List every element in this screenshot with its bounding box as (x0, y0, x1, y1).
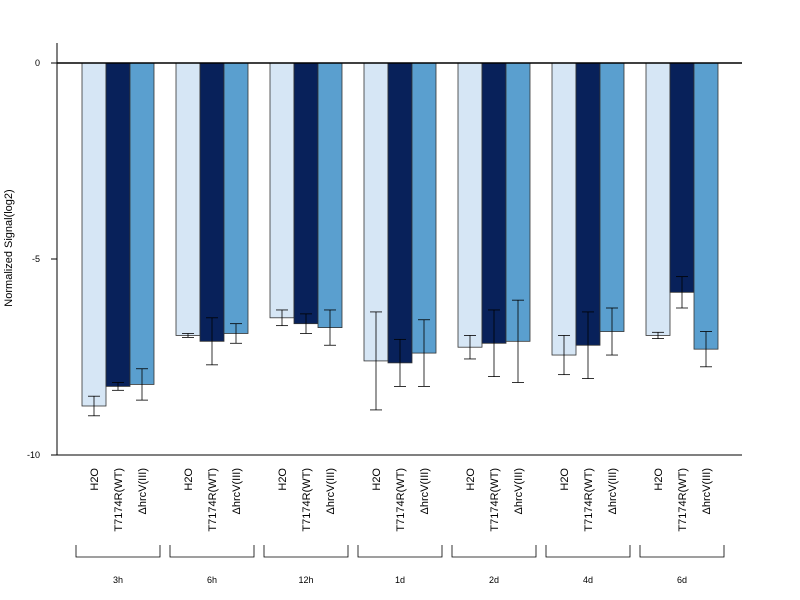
bar (669, 62, 695, 293)
y-ticks: 0 -5 -10 (27, 58, 57, 460)
group-bracket (639, 545, 725, 558)
bar (457, 62, 483, 348)
bar (599, 62, 625, 332)
group-brackets: 3h 6h 12h 1d 2d 4d 6d (75, 545, 725, 585)
bar (175, 62, 201, 336)
bar-label: T7174R(WT) (207, 468, 219, 532)
bar-label: ΔhrcV(III) (607, 468, 619, 514)
bar (411, 62, 437, 354)
bar (645, 62, 671, 336)
group-label: 1d (395, 575, 405, 585)
y-axis-label: Normalized Signal(log2) (3, 189, 15, 306)
bar (693, 62, 719, 350)
bar (575, 62, 601, 346)
bar (505, 62, 531, 342)
bar-label: H2O (653, 468, 665, 491)
group-bracket (263, 545, 349, 558)
bar-label: T7174R(WT) (677, 468, 689, 532)
bar-label: ΔhrcV(III) (513, 468, 525, 514)
group-bracket (545, 545, 631, 558)
group-bracket (357, 545, 443, 558)
bar (293, 62, 319, 325)
bar-label: H2O (465, 468, 477, 491)
bar (387, 62, 413, 364)
bar (199, 62, 225, 342)
bar-label: T7174R(WT) (395, 468, 407, 532)
group-label: 4d (583, 575, 593, 585)
bar (81, 62, 107, 407)
bar-label: H2O (371, 468, 383, 491)
y-tick-label: -5 (32, 254, 40, 264)
bar-label: H2O (559, 468, 571, 491)
group-label: 12h (298, 575, 313, 585)
bar-label: H2O (89, 468, 101, 491)
group-bracket (451, 545, 537, 558)
bar-label: H2O (277, 468, 289, 491)
bar-label: T7174R(WT) (301, 468, 313, 532)
bar (129, 62, 155, 385)
bar-label: ΔhrcV(III) (137, 468, 149, 514)
bar-labels: H2O T7174R(WT) ΔhrcV(III) H2O T7174R(WT) Δhrc… (89, 468, 713, 532)
bars-layer (81, 62, 719, 407)
bar (269, 62, 295, 319)
bar-label: ΔhrcV(III) (701, 468, 713, 514)
group-label: 3h (113, 575, 123, 585)
group-label: 2d (489, 575, 499, 585)
group-bracket (169, 545, 255, 558)
y-tick-label: 0 (35, 58, 40, 68)
group-label: 6h (207, 575, 217, 585)
bar-label: T7174R(WT) (583, 468, 595, 532)
error-bars-layer (88, 276, 712, 417)
group-bracket (75, 545, 161, 558)
bar (317, 62, 343, 329)
bar (105, 62, 131, 387)
bar-label: ΔhrcV(III) (419, 468, 431, 514)
y-tick-label: -10 (27, 450, 40, 460)
bar-label: ΔhrcV(III) (231, 468, 243, 514)
bar-label: H2O (183, 468, 195, 491)
group-label: 6d (677, 575, 687, 585)
bar (481, 62, 507, 344)
bar (223, 62, 249, 334)
bar-label: T7174R(WT) (489, 468, 501, 532)
bar-label: T7174R(WT) (113, 468, 125, 532)
bar-label: ΔhrcV(III) (325, 468, 337, 514)
bar (363, 62, 389, 362)
bar (551, 62, 577, 356)
